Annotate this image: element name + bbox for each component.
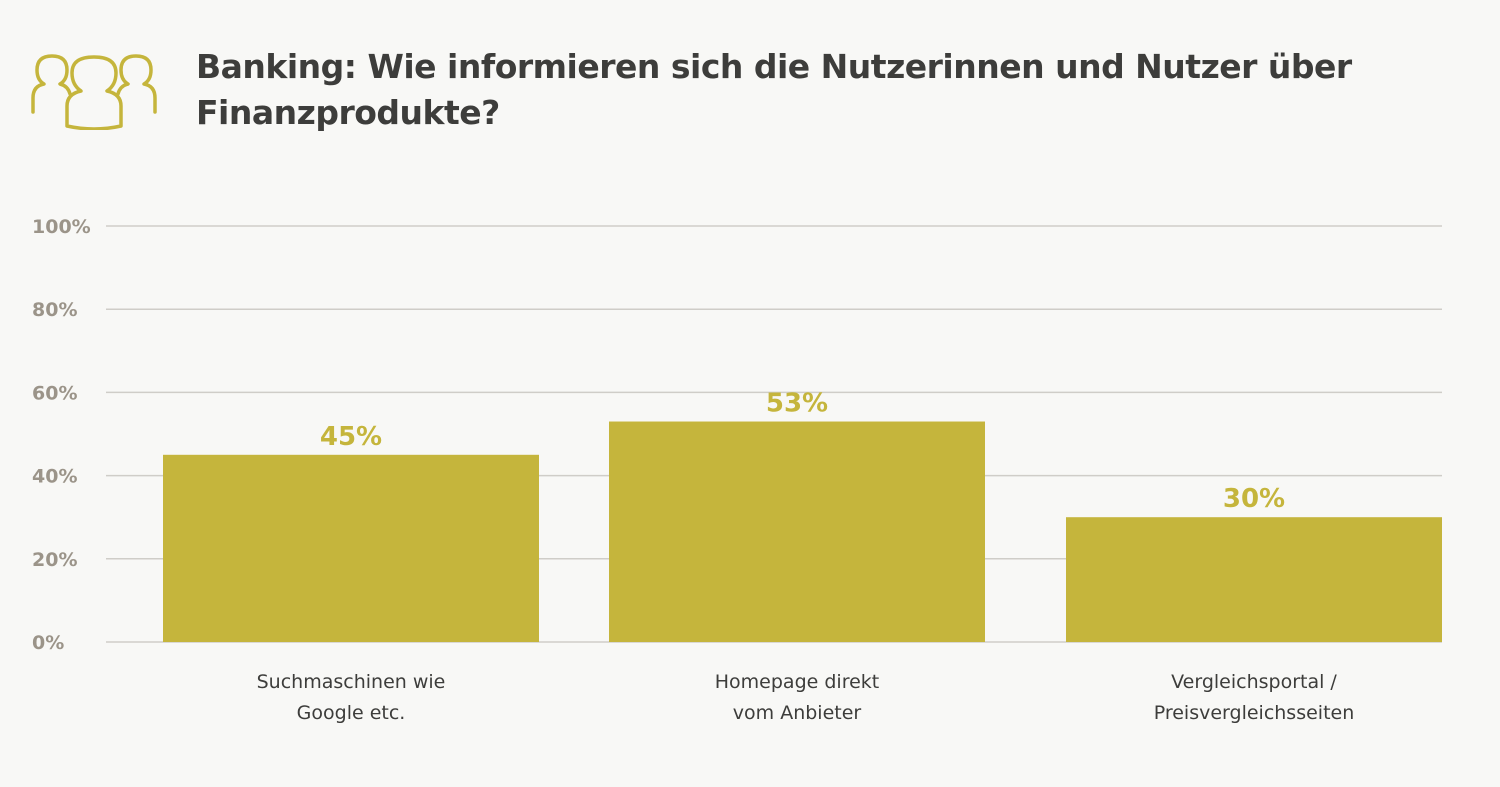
bar-1 xyxy=(163,454,539,642)
y-tick-label-100: 100% xyxy=(32,216,91,238)
x-tick-label-2-line-1: Homepage direkt xyxy=(715,671,879,693)
x-tick-label-1-line-2: Google etc. xyxy=(297,702,406,724)
bar-3 xyxy=(1066,517,1442,642)
x-tick-label-1-line-1: Suchmaschinen wie xyxy=(257,671,446,693)
y-tick-label-20: 20% xyxy=(32,549,77,571)
x-tick-label-3-line-1: Vergleichsportal / xyxy=(1171,671,1337,693)
users-icon-left-person xyxy=(31,54,72,114)
chart-title: Banking: Wie informieren sich die Nutzer… xyxy=(196,47,1352,132)
y-tick-label-0: 0% xyxy=(32,632,64,654)
value-label-1: 45% xyxy=(320,422,382,452)
x-tick-label-3-line-2: Preisvergleichsseiten xyxy=(1154,702,1355,724)
y-tick-label-60: 60% xyxy=(32,382,77,404)
value-label-3: 30% xyxy=(1223,484,1285,514)
bar-2 xyxy=(609,421,985,642)
users-icon-right-person xyxy=(116,54,157,114)
value-label-2: 53% xyxy=(766,389,828,419)
y-tick-label-80: 80% xyxy=(32,299,77,321)
y-tick-label-40: 40% xyxy=(32,466,77,488)
users-icon xyxy=(31,54,157,130)
x-tick-label-2-line-2: vom Anbieter xyxy=(733,702,862,724)
users-icon-center-person xyxy=(65,55,123,130)
